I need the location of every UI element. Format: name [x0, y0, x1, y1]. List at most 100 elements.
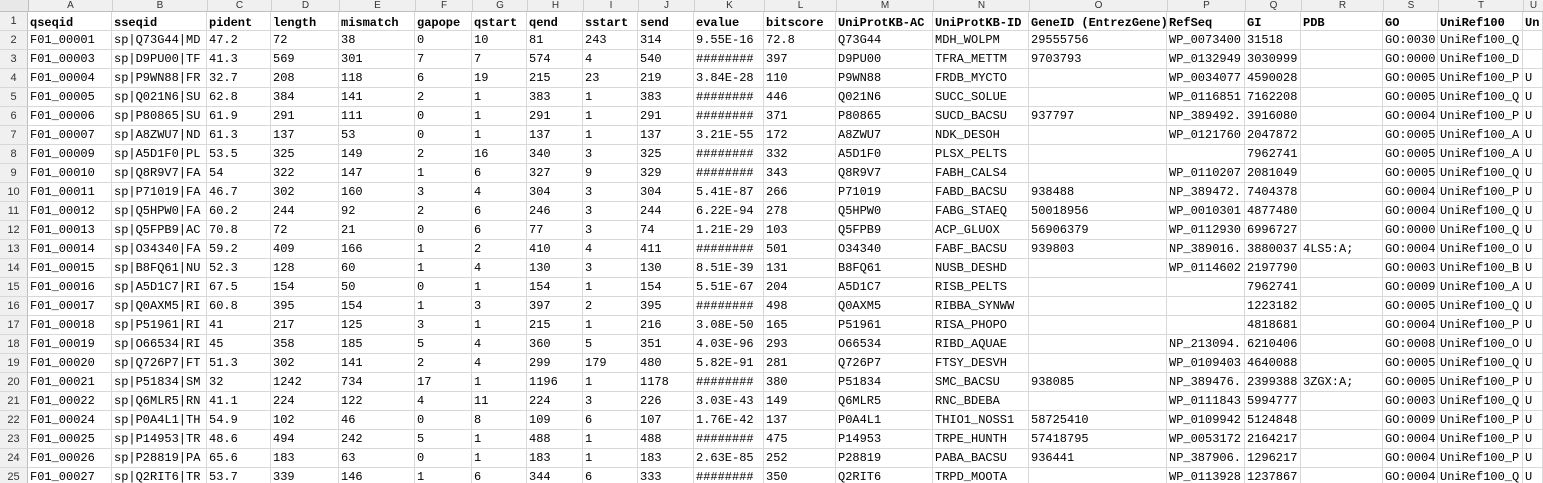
table-cell[interactable]: A5D1F0: [836, 145, 933, 164]
table-cell[interactable]: 332: [764, 145, 836, 164]
table-cell[interactable]: GO:0004: [1383, 468, 1438, 483]
table-cell[interactable]: 38: [339, 31, 415, 50]
table-cell[interactable]: 1: [415, 259, 472, 278]
table-cell[interactable]: 65.6: [207, 449, 271, 468]
row-number[interactable]: 4: [0, 69, 28, 88]
column-header-U[interactable]: U: [1524, 0, 1543, 11]
row-number[interactable]: 14: [0, 259, 28, 278]
table-cell[interactable]: 384: [271, 88, 339, 107]
table-cell[interactable]: sp|Q73G44|MD: [112, 31, 207, 50]
column-title[interactable]: bitscore: [764, 12, 836, 31]
table-cell[interactable]: GO:0005: [1383, 354, 1438, 373]
table-cell[interactable]: NP_389476.: [1167, 373, 1245, 392]
table-cell[interactable]: 1: [415, 468, 472, 483]
table-cell[interactable]: 160: [339, 183, 415, 202]
table-cell[interactable]: UniRef100_A: [1438, 278, 1523, 297]
row-number[interactable]: 9: [0, 164, 28, 183]
table-cell[interactable]: 244: [638, 202, 694, 221]
table-cell[interactable]: 208: [271, 69, 339, 88]
table-cell[interactable]: 446: [764, 88, 836, 107]
column-title[interactable]: sseqid: [112, 12, 207, 31]
row-number[interactable]: 25: [0, 468, 28, 483]
table-cell[interactable]: 147: [339, 164, 415, 183]
column-header-I[interactable]: I: [584, 0, 639, 11]
table-cell[interactable]: 1: [583, 430, 638, 449]
row-number[interactable]: 6: [0, 107, 28, 126]
table-cell[interactable]: sp|Q5FPB9|AC: [112, 221, 207, 240]
table-cell[interactable]: GO:0005: [1383, 145, 1438, 164]
table-cell[interactable]: 54: [207, 164, 271, 183]
table-cell[interactable]: 215: [527, 316, 583, 335]
table-cell[interactable]: U: [1523, 297, 1543, 316]
table-cell[interactable]: U: [1523, 221, 1543, 240]
table-cell[interactable]: 52.3: [207, 259, 271, 278]
table-cell[interactable]: WP_0113928: [1167, 468, 1245, 483]
row-number[interactable]: 21: [0, 392, 28, 411]
table-cell[interactable]: 224: [527, 392, 583, 411]
table-cell[interactable]: 301: [339, 50, 415, 69]
table-cell[interactable]: 1: [583, 126, 638, 145]
table-cell[interactable]: 53: [339, 126, 415, 145]
table-cell[interactable]: UniRef100_A: [1438, 145, 1523, 164]
table-cell[interactable]: [1301, 221, 1383, 240]
table-cell[interactable]: 77: [527, 221, 583, 240]
table-cell[interactable]: U: [1523, 278, 1543, 297]
row-number[interactable]: 17: [0, 316, 28, 335]
table-cell[interactable]: 325: [271, 145, 339, 164]
table-cell[interactable]: 226: [638, 392, 694, 411]
table-cell[interactable]: WP_0073400: [1167, 31, 1245, 50]
column-title[interactable]: GeneID (EntrezGene): [1029, 12, 1167, 31]
table-cell[interactable]: F01_00001: [28, 31, 112, 50]
table-cell[interactable]: 67.5: [207, 278, 271, 297]
select-all-corner[interactable]: [0, 0, 29, 11]
column-title[interactable]: UniProtKB-AC: [836, 12, 933, 31]
table-cell[interactable]: ########: [694, 107, 764, 126]
table-cell[interactable]: 62.8: [207, 88, 271, 107]
column-title[interactable]: evalue: [694, 12, 764, 31]
table-cell[interactable]: U: [1523, 107, 1543, 126]
table-cell[interactable]: RIBD_AQUAE: [933, 335, 1029, 354]
column-header-Q[interactable]: Q: [1246, 0, 1302, 11]
table-cell[interactable]: 53.5: [207, 145, 271, 164]
table-cell[interactable]: 60.8: [207, 297, 271, 316]
row-number[interactable]: 2: [0, 31, 28, 50]
table-cell[interactable]: WP_0109403: [1167, 354, 1245, 373]
table-cell[interactable]: U: [1523, 240, 1543, 259]
table-cell[interactable]: TRPD_MOOTA: [933, 468, 1029, 483]
table-cell[interactable]: UniRef100_P: [1438, 107, 1523, 126]
table-cell[interactable]: 244: [271, 202, 339, 221]
table-cell[interactable]: [1029, 126, 1167, 145]
table-cell[interactable]: U: [1523, 411, 1543, 430]
table-cell[interactable]: 141: [339, 88, 415, 107]
table-cell[interactable]: 5: [415, 335, 472, 354]
table-cell[interactable]: 32.7: [207, 69, 271, 88]
table-cell[interactable]: F01_00027: [28, 468, 112, 483]
column-title[interactable]: Un: [1523, 12, 1543, 31]
table-cell[interactable]: 3: [583, 221, 638, 240]
table-cell[interactable]: ########: [694, 240, 764, 259]
table-cell[interactable]: F01_00026: [28, 449, 112, 468]
table-cell[interactable]: 322: [271, 164, 339, 183]
table-cell[interactable]: 92: [339, 202, 415, 221]
table-cell[interactable]: 11: [472, 392, 527, 411]
table-cell[interactable]: 340: [527, 145, 583, 164]
table-cell[interactable]: [1301, 69, 1383, 88]
table-cell[interactable]: 60.2: [207, 202, 271, 221]
table-cell[interactable]: 61.9: [207, 107, 271, 126]
table-cell[interactable]: MDH_WOLPM: [933, 31, 1029, 50]
table-cell[interactable]: 291: [527, 107, 583, 126]
table-cell[interactable]: FABF_BACSU: [933, 240, 1029, 259]
table-cell[interactable]: 498: [764, 297, 836, 316]
column-header-C[interactable]: C: [208, 0, 272, 11]
table-cell[interactable]: 360: [527, 335, 583, 354]
table-cell[interactable]: UniRef100_B: [1438, 259, 1523, 278]
table-cell[interactable]: Q73G44: [836, 31, 933, 50]
table-cell[interactable]: PLSX_PELTS: [933, 145, 1029, 164]
table-cell[interactable]: UniRef100_P: [1438, 183, 1523, 202]
table-cell[interactable]: 149: [764, 392, 836, 411]
table-cell[interactable]: 938085: [1029, 373, 1167, 392]
table-cell[interactable]: 154: [271, 278, 339, 297]
row-number[interactable]: 22: [0, 411, 28, 430]
table-cell[interactable]: 410: [527, 240, 583, 259]
table-cell[interactable]: 1: [583, 316, 638, 335]
